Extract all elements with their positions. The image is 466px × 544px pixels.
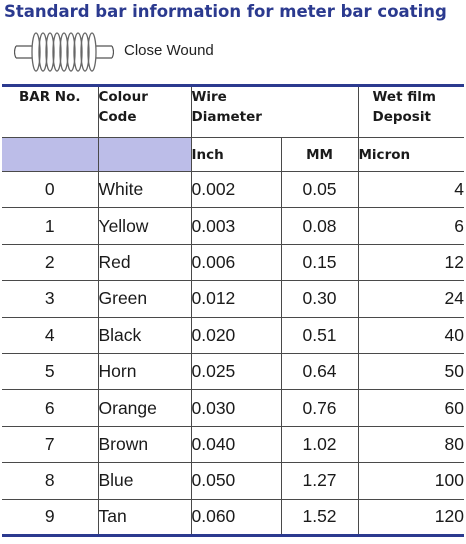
cell-bar-no: 2 <box>2 243 99 282</box>
cell-colour: Horn <box>97 352 192 391</box>
header-micron: Micron <box>357 137 464 172</box>
cell-mm: 0.64 <box>280 352 359 391</box>
cell-bar-no: 8 <box>2 462 99 500</box>
cell-micron: 4 <box>357 170 464 209</box>
cell-mm: 1.02 <box>280 425 359 464</box>
table-row: 8 Blue 0.050 1.27 100 <box>2 462 464 500</box>
cell-mm: 0.08 <box>280 207 359 245</box>
cell-colour: Brown <box>97 425 192 464</box>
cell-inch: 0.003 <box>190 207 282 245</box>
cell-bar-no: 6 <box>2 389 99 427</box>
cell-bar-no: 7 <box>2 425 99 464</box>
cell-inch: 0.050 <box>190 462 282 500</box>
cell-inch: 0.030 <box>190 389 282 427</box>
cell-bar-no: 5 <box>2 352 99 391</box>
table-row: 6 Orange 0.030 0.76 60 <box>2 389 464 427</box>
cell-colour: Blue <box>97 462 192 500</box>
coil-spring-icon <box>14 32 114 72</box>
cell-colour: Yellow <box>97 207 192 245</box>
table-row: 7 Brown 0.040 1.02 80 <box>2 425 464 464</box>
header-bar-no: BAR No. <box>2 85 99 138</box>
cell-mm: 0.51 <box>280 316 359 354</box>
cell-colour: Orange <box>97 389 192 427</box>
cell-inch: 0.025 <box>190 352 282 391</box>
header-wet-film-deposit: Wet film Deposit <box>357 85 464 138</box>
cell-mm: 0.30 <box>280 280 359 318</box>
cell-inch: 0.002 <box>190 170 282 209</box>
cell-micron: 50 <box>357 352 464 391</box>
cell-micron: 40 <box>357 316 464 354</box>
cell-colour: Green <box>97 280 192 318</box>
table-row: 2 Red 0.006 0.15 12 <box>2 243 464 282</box>
cell-mm: 1.52 <box>280 498 359 536</box>
header-row-primary: BAR No. Colour Code Wire Diameter Wet fi… <box>2 85 464 138</box>
cell-inch: 0.012 <box>190 280 282 318</box>
cell-colour: White <box>97 170 192 209</box>
cell-colour: Black <box>97 316 192 354</box>
legend-label: Close Wound <box>124 42 214 59</box>
header-wire-diameter: Wire Diameter <box>190 85 359 138</box>
bar-info-table: BAR No. Colour Code Wire Diameter Wet fi… <box>2 84 464 537</box>
legend: Close Wound <box>14 30 314 74</box>
cell-bar-no: 4 <box>2 316 99 354</box>
cell-inch: 0.040 <box>190 425 282 464</box>
table-row: 0 White 0.002 0.05 4 <box>2 170 464 209</box>
cell-micron: 80 <box>357 425 464 464</box>
page-title: Standard bar information for meter bar c… <box>4 2 447 21</box>
cell-micron: 100 <box>357 462 464 500</box>
cell-mm: 0.05 <box>280 170 359 209</box>
cell-mm: 0.15 <box>280 243 359 282</box>
table-row: 5 Horn 0.025 0.64 50 <box>2 352 464 391</box>
cell-colour: Red <box>97 243 192 282</box>
cell-inch: 0.060 <box>190 498 282 536</box>
cell-bar-no: 3 <box>2 280 99 318</box>
cell-bar-no: 9 <box>2 498 99 536</box>
cell-colour: Tan <box>97 498 192 536</box>
cell-mm: 0.76 <box>280 389 359 427</box>
table-row: 1 Yellow 0.003 0.08 6 <box>2 207 464 245</box>
cell-micron: 12 <box>357 243 464 282</box>
header-shaded-cell <box>97 137 192 172</box>
table-row: 3 Green 0.012 0.30 24 <box>2 280 464 318</box>
cell-bar-no: 1 <box>2 207 99 245</box>
table-row: 9 Tan 0.060 1.52 120 <box>2 498 464 536</box>
cell-micron: 60 <box>357 389 464 427</box>
cell-inch: 0.006 <box>190 243 282 282</box>
header-row-units: Inch MM Micron <box>2 137 464 172</box>
cell-inch: 0.020 <box>190 316 282 354</box>
cell-micron: 6 <box>357 207 464 245</box>
header-mm: MM <box>280 137 359 172</box>
cell-mm: 1.27 <box>280 462 359 500</box>
cell-micron: 120 <box>357 498 464 536</box>
header-inch: Inch <box>190 137 282 172</box>
header-colour-code: Colour Code <box>97 85 192 138</box>
header-shaded-cell <box>2 137 99 172</box>
table-row: 4 Black 0.020 0.51 40 <box>2 316 464 354</box>
cell-bar-no: 0 <box>2 170 99 209</box>
cell-micron: 24 <box>357 280 464 318</box>
